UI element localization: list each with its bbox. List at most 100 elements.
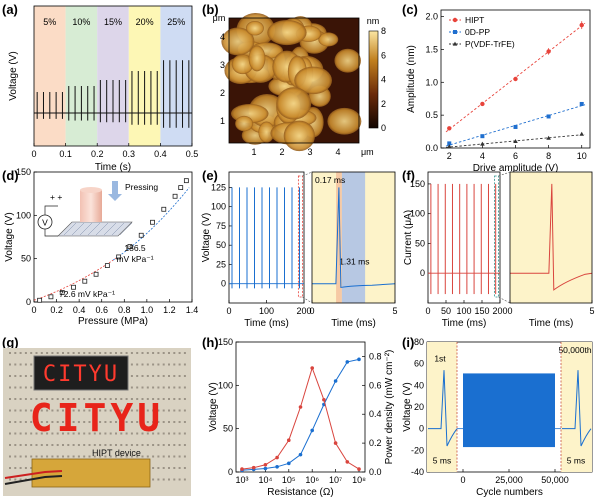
breadboard-hole [24, 432, 27, 435]
x-tick-label: 100 [259, 306, 274, 316]
x-tick-label: 200 [492, 306, 507, 316]
x-tick-label: 0.4 [154, 149, 167, 159]
breadboard-hole [14, 421, 17, 423]
breadboard-hole [141, 455, 144, 458]
breadboard-hole [62, 432, 64, 435]
x-tick-label: 1.4 [186, 305, 199, 315]
breadboard-hole [67, 398, 70, 400]
x-tick-label: 10⁸ [352, 475, 366, 485]
breadboard-hole [168, 421, 170, 423]
breadboard-hole [157, 455, 160, 458]
data-point [161, 206, 167, 212]
x-tick-label: 1 [251, 147, 256, 157]
breadboard-hole [157, 478, 160, 481]
y-axis-label: Voltage (V) [208, 382, 219, 431]
breadboard-hole [104, 444, 107, 446]
y-axis-label: Voltage (V) [8, 51, 19, 100]
breadboard-hole [30, 409, 33, 412]
breadboard-hole [51, 409, 54, 412]
breadboard-hole [35, 409, 38, 412]
y-tick-label: 0.8 [369, 351, 382, 361]
colorbar-tick: 0 [381, 123, 386, 133]
data-point [447, 141, 452, 146]
black-wire [4, 475, 63, 485]
breadboard-hole [93, 455, 96, 458]
breadboard-hole [162, 455, 165, 458]
afm-grain [248, 45, 266, 72]
x-tick-label: 0.1 [59, 149, 72, 159]
data-point [298, 405, 303, 409]
data-point [310, 366, 315, 370]
data-point [579, 101, 584, 106]
y-tick-label: 50 [415, 238, 425, 248]
x-tick-label: 10⁴ [258, 475, 272, 485]
data-point [579, 131, 585, 136]
data-point [322, 397, 326, 402]
data-point [150, 219, 155, 225]
x-tick-label: 0.6 [95, 305, 108, 315]
breadboard-hole [83, 398, 86, 400]
data-point [183, 178, 189, 184]
legend-marker [452, 41, 458, 46]
breadboard-hole [14, 467, 17, 469]
x-tick-label: 10⁶ [305, 475, 319, 485]
breadboard-hole [173, 386, 176, 389]
breadboard-hole [162, 444, 165, 446]
breadboard-hole [130, 409, 133, 412]
breadboard-hole [157, 398, 160, 400]
breadboard-hole [83, 421, 86, 423]
breadboard-hole [104, 409, 107, 412]
data-point [37, 297, 43, 303]
breadboard-hole [141, 444, 144, 446]
breadboard-hole [30, 432, 33, 435]
inset-electrode [111, 222, 125, 236]
data-point [480, 101, 485, 107]
x-tick-label: 0 [460, 475, 465, 485]
colorbar-tick: 8 [381, 26, 386, 36]
breadboard-hole [30, 386, 33, 389]
breadboard-hole [88, 432, 91, 435]
breadboard-hole [46, 409, 49, 412]
breadboard-hole [35, 444, 38, 446]
plot-frame [235, 341, 366, 473]
data-point [48, 294, 54, 300]
zoom-connector [498, 296, 511, 304]
breadboard-hole [9, 432, 11, 435]
data-point [513, 124, 518, 129]
breadboard-hole [168, 363, 170, 366]
breadboard-hole [120, 432, 123, 435]
breadboard-hole [77, 444, 80, 446]
zoom-selection [297, 175, 303, 298]
breadboard-hole [46, 432, 49, 435]
x-tick-label: 4 [480, 151, 485, 161]
breadboard-hole [83, 432, 86, 435]
breadboard-hole [30, 467, 33, 469]
first-cycle-spike [428, 370, 458, 447]
breadboard-hole [173, 398, 176, 400]
breadboard-hole [120, 352, 123, 354]
breadboard-hole [62, 409, 64, 412]
breadboard-hole [72, 455, 75, 458]
breadboard-hole [173, 455, 176, 458]
breadboard-hole [88, 398, 91, 400]
breadboard-hole [162, 409, 165, 412]
breadboard-hole [88, 352, 91, 354]
colorbar-tick: 4 [381, 75, 386, 85]
breadboard-hole [77, 409, 80, 412]
breadboard-hole [157, 375, 160, 377]
breadboard-hole [99, 432, 102, 435]
breadboard-hole [178, 375, 181, 377]
breadboard-hole [83, 455, 86, 458]
breadboard-hole [130, 398, 133, 400]
y-tick-label: 80 [414, 337, 424, 347]
breadboard-hole [46, 398, 49, 400]
breadboard-hole [99, 421, 102, 423]
panel-label-e: (e) [202, 168, 218, 183]
breadboard-hole [93, 409, 96, 412]
y-tick-label: 0 [419, 424, 424, 434]
fit-line-high [112, 187, 190, 261]
x-tick-label: 5 [392, 306, 397, 316]
plot-frame [33, 5, 193, 147]
